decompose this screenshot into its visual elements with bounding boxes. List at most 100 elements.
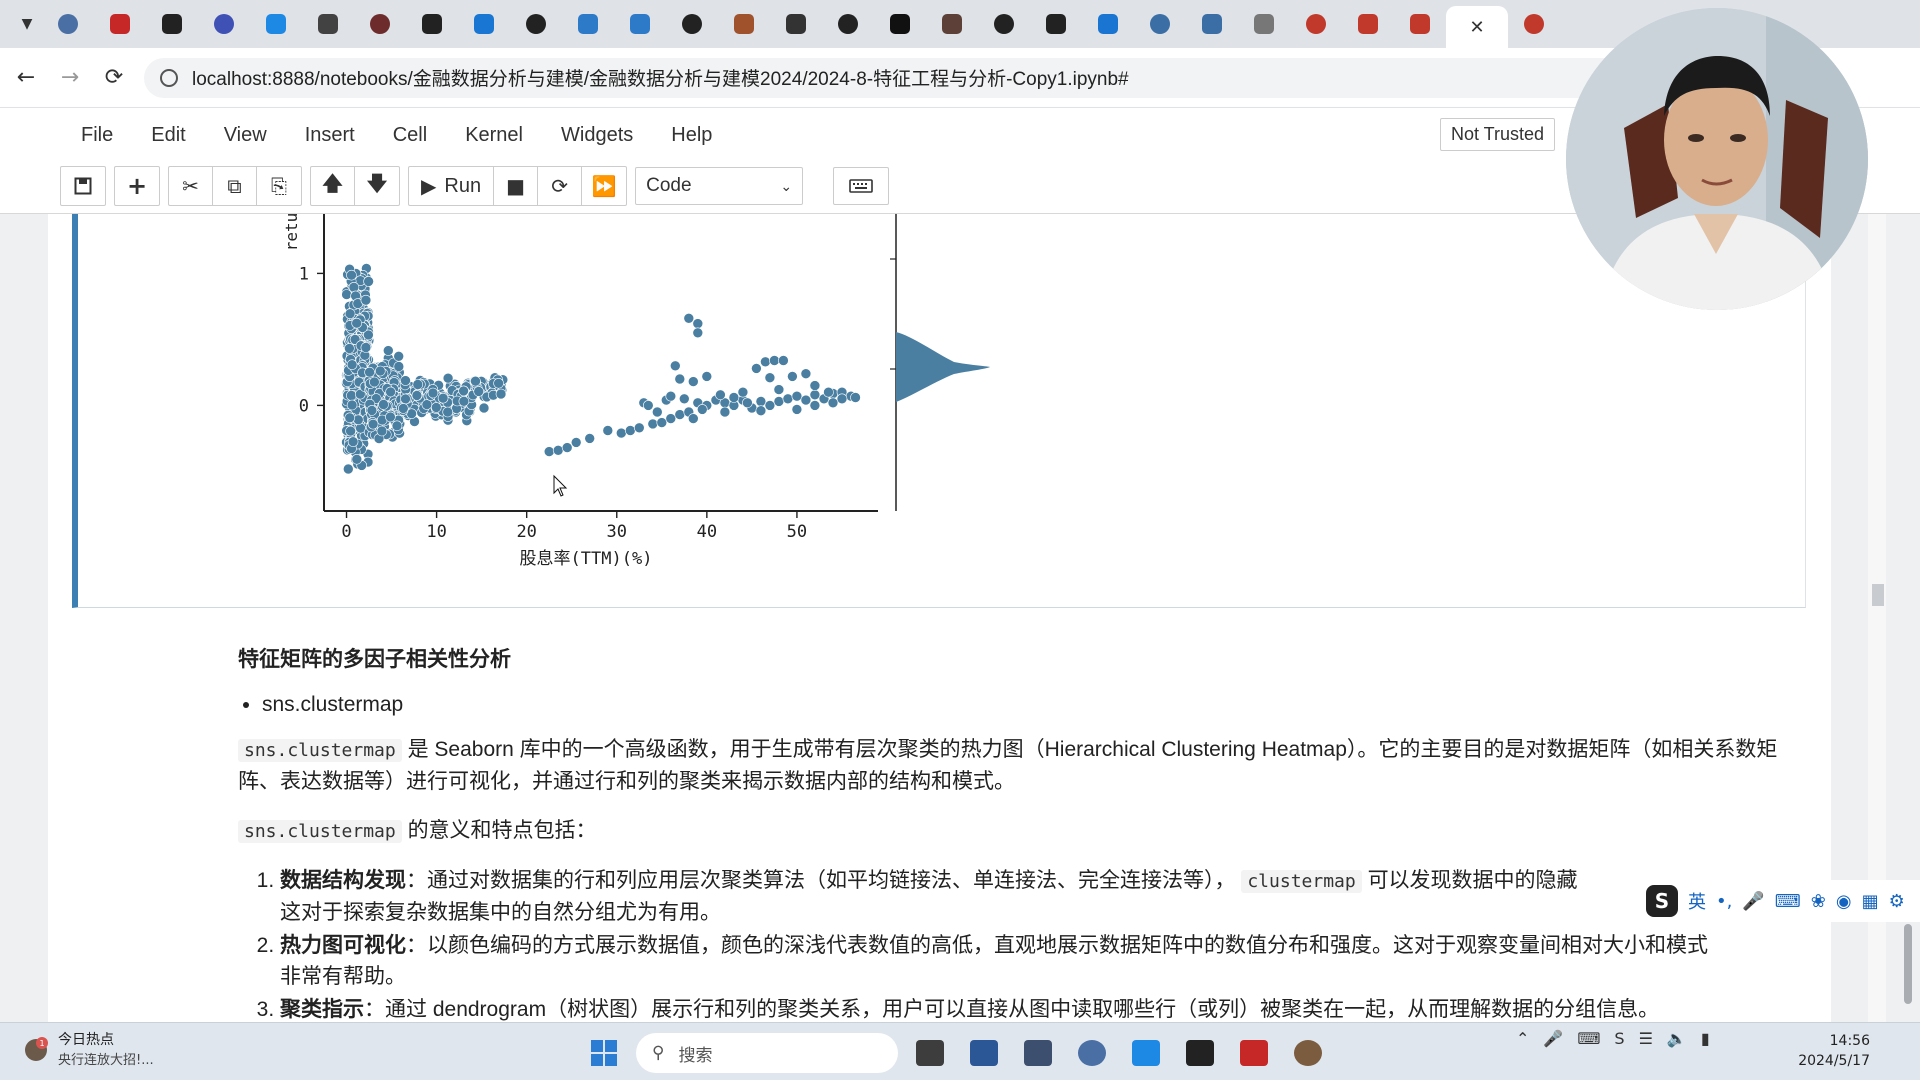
browser-tab[interactable] [926, 4, 978, 44]
menu-widgets[interactable]: Widgets [561, 124, 634, 146]
volume-icon[interactable]: 🔈 [1666, 1029, 1687, 1048]
insert-cell-plus-icon[interactable]: + [126, 172, 148, 200]
back-arrow-icon[interactable]: ← [16, 65, 36, 90]
taskbar-app-terminal[interactable] [1178, 1031, 1222, 1075]
y-ticks: 10 [299, 264, 324, 416]
markdown-cell[interactable]: 特征矩阵的多因子相关性分析 sns.clustermap sns.cluster… [238, 644, 1798, 1022]
browser-tab[interactable] [354, 4, 406, 44]
browser-tab[interactable] [822, 4, 874, 44]
menu-kernel[interactable]: Kernel [465, 124, 523, 146]
ime-language[interactable]: 英 [1688, 892, 1706, 913]
forward-arrow-icon[interactable]: → [60, 65, 80, 90]
browser-tab[interactable] [1186, 4, 1238, 44]
taskbar-app-chrome[interactable] [1070, 1031, 1114, 1075]
battery-icon[interactable]: ▮ [1700, 1029, 1710, 1048]
browser-tab[interactable] [146, 4, 198, 44]
tray-chevron-up-icon[interactable]: ⌃ [1516, 1029, 1530, 1048]
skin-icon[interactable]: ❀ [1810, 890, 1826, 912]
close-tab-icon[interactable]: ✕ [1469, 16, 1485, 38]
menu-file[interactable]: File [81, 124, 114, 146]
keyboard-icon[interactable] [833, 167, 890, 205]
copy-icon[interactable]: ⧉ [213, 167, 257, 205]
taskbar-search[interactable]: ⚲ 搜索 [636, 1033, 898, 1073]
address-bar[interactable]: localhost:8888/notebooks/金融数据分析与建模/金融数据分… [144, 57, 1624, 98]
trust-indicator[interactable]: Not Trusted [1440, 118, 1556, 151]
browser-tab[interactable] [874, 4, 926, 44]
run-button[interactable]: ▶ Run [409, 167, 495, 205]
browser-tab[interactable] [302, 4, 354, 44]
taskbar-clock[interactable]: 14:56 2024/5/17 [1790, 1031, 1870, 1071]
tray-sogou-icon[interactable]: S [1614, 1029, 1625, 1048]
keyboard-icon[interactable]: ⌨ [1774, 890, 1801, 912]
settings-gear-icon[interactable]: ⚙ [1888, 890, 1905, 912]
browser-tab[interactable] [666, 4, 718, 44]
active-tab[interactable]: ✕ [1446, 6, 1508, 48]
restart-icon[interactable]: ⟳ [538, 167, 583, 205]
menu-edit[interactable]: Edit [151, 124, 186, 146]
browser-tab[interactable] [1134, 4, 1186, 44]
browser-tab[interactable] [1342, 4, 1394, 44]
browser-tab[interactable] [458, 4, 510, 44]
move-up-arrow-icon[interactable]: 🡅 [311, 167, 355, 205]
page-scrollbar-thumb[interactable] [1904, 924, 1912, 1004]
browser-tab[interactable] [406, 4, 458, 44]
wifi-icon[interactable]: ☰ [1638, 1029, 1653, 1048]
microphone-icon[interactable]: 🎤 [1742, 890, 1765, 912]
browser-tab[interactable] [1394, 4, 1446, 44]
tray-ime-icon[interactable]: ⌨ [1577, 1029, 1601, 1048]
save-icon[interactable] [61, 167, 105, 205]
taskbar-app-desktop[interactable] [1016, 1031, 1060, 1075]
tab-menu-chevron-icon[interactable]: ▼ [21, 16, 33, 32]
scatter-point [360, 294, 372, 306]
punctuation-icon[interactable]: •, [1716, 890, 1733, 912]
windows-start-icon[interactable] [582, 1031, 626, 1075]
browser-tab[interactable] [1030, 4, 1082, 44]
site-info-icon[interactable] [160, 68, 178, 87]
page-scrollbar[interactable] [1902, 214, 1916, 1022]
browser-tab[interactable] [250, 4, 302, 44]
scatter-point [412, 379, 424, 390]
move-down-arrow-icon[interactable]: 🡇 [366, 171, 388, 195]
browser-tab[interactable] [1508, 4, 1560, 44]
browser-tab[interactable] [770, 4, 822, 44]
menu-insert[interactable]: Insert [304, 124, 355, 146]
menu-view[interactable]: View [223, 124, 267, 146]
taskbar-app-file-explorer[interactable] [908, 1031, 952, 1075]
browser-tab[interactable] [198, 4, 250, 44]
news-widget[interactable]: 1 今日热点 央行连放大招!... [22, 1029, 154, 1068]
browser-tab[interactable] [1290, 4, 1342, 44]
browser-tab[interactable] [42, 4, 94, 44]
browser-tab[interactable] [614, 4, 666, 44]
browser-tab[interactable] [94, 4, 146, 44]
scatter-point [647, 418, 659, 430]
reload-icon[interactable]: ⟳ [104, 65, 124, 90]
notebook-scrollbar[interactable] [1868, 214, 1886, 1022]
stop-square-icon[interactable]: ■ [494, 167, 539, 205]
taskbar-app-folder[interactable] [962, 1031, 1006, 1075]
taskbar-app-pycharm[interactable] [1124, 1031, 1168, 1075]
browser-tab[interactable] [562, 4, 614, 44]
taskbar-app-wps[interactable] [1232, 1031, 1276, 1075]
cell-type-select[interactable]: Code ⌄ [635, 167, 804, 205]
paste-clipboard-icon[interactable]: ⎘ [271, 174, 287, 198]
scrollbar-thumb[interactable] [1872, 584, 1884, 606]
scatter-point [344, 412, 356, 424]
browser-tab[interactable] [978, 4, 1030, 44]
sogou-logo-icon[interactable]: S [1646, 885, 1678, 917]
scatter-point [344, 343, 355, 354]
menu-cell[interactable]: Cell [392, 124, 428, 146]
apps-grid-icon[interactable]: ▦ [1861, 890, 1879, 912]
scatter-point [367, 418, 379, 430]
tray-microphone-icon[interactable]: 🎤 [1543, 1029, 1564, 1048]
fast-forward-icon[interactable]: ⏩ [591, 174, 617, 198]
browser-tab[interactable] [1082, 4, 1134, 44]
browser-tab[interactable] [1238, 4, 1290, 44]
browser-tab[interactable] [510, 4, 562, 44]
browser-tab[interactable] [718, 4, 770, 44]
gamepad-icon[interactable]: ◉ [1835, 890, 1852, 912]
cut-scissors-icon[interactable]: ✂ [169, 167, 213, 205]
taskbar-app-recorder[interactable] [1286, 1031, 1330, 1075]
menu-help[interactable]: Help [671, 124, 713, 146]
